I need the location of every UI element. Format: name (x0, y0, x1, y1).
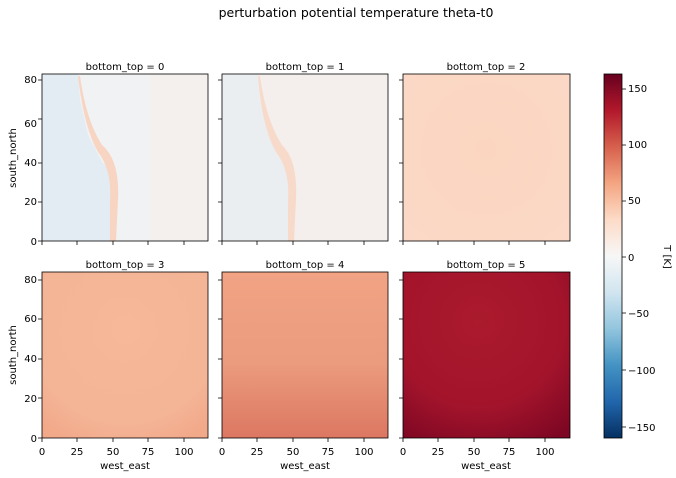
colorbar-tick-label: −150 (628, 423, 655, 434)
colorbar-tick-marks (622, 88, 626, 428)
heatmap-field (42, 272, 208, 438)
xtick-label: 25 (432, 447, 445, 458)
panel-frame (41, 73, 209, 242)
heatmap-field (403, 74, 570, 241)
xtick-labels: 0 25 50 75 100 (219, 447, 374, 458)
xtick-label: 25 (71, 447, 84, 458)
tick-marks (38, 79, 546, 442)
panel-frame (402, 73, 571, 242)
x-axis-label: west_east (280, 461, 330, 472)
colorbar-tick-label: 150 (628, 84, 647, 95)
xtick-label: 75 (503, 447, 516, 458)
panel-0: bottom_top = 0 80 60 40 20 0 south_north (8, 62, 209, 248)
panel-frame (41, 271, 209, 439)
xtick-labels: 0 25 50 75 100 (400, 447, 555, 458)
xtick-label: 0 (219, 447, 225, 458)
xtick-label: 75 (322, 447, 335, 458)
xtick-label: 100 (174, 447, 193, 458)
panel-3: bottom_top = 3 80 60 40 20 0 0 25 50 75 … (8, 260, 209, 472)
ytick-label: 20 (24, 197, 37, 208)
xtick-label: 75 (142, 447, 155, 458)
ytick-label: 0 (31, 237, 37, 248)
x-axis-label: west_east (461, 461, 511, 472)
ytick-label: 20 (24, 394, 37, 405)
panel-1: bottom_top = 1 (221, 62, 389, 242)
panel-frame (221, 271, 389, 439)
xtick-label: 100 (354, 447, 373, 458)
colorbar-tick-labels: 150 100 50 0 −50 −100 −150 (628, 84, 655, 434)
xtick-marks-row2 (41, 438, 546, 442)
xtick-label: 0 (400, 447, 406, 458)
panel-title: bottom_top = 0 (86, 62, 165, 73)
panel-5: bottom_top = 5 0 25 50 75 100 west_east (400, 260, 571, 472)
colorbar-tick-label: 0 (628, 253, 634, 264)
y-axis-label: south_north (8, 128, 19, 188)
panel-title: bottom_top = 1 (266, 62, 345, 73)
ytick-marks-row1 (38, 79, 403, 242)
heatmap-warm-ridge (78, 76, 119, 241)
ytick-marks-row2 (38, 279, 403, 439)
heatmap-field (222, 272, 388, 438)
panel-4: bottom_top = 4 0 25 50 75 100 west_east (219, 260, 389, 472)
panel-title: bottom_top = 2 (447, 62, 526, 73)
colorbar-tick-label: −50 (628, 309, 649, 320)
heatmap-field (403, 272, 570, 438)
ytick-label: 60 (24, 314, 37, 325)
colorbar-tick-label: 50 (628, 196, 641, 207)
xtick-label: 50 (468, 447, 481, 458)
ytick-label: 80 (24, 75, 37, 86)
xtick-label: 50 (107, 447, 120, 458)
xtick-label: 25 (251, 447, 264, 458)
heatmap-overlay (150, 74, 208, 241)
xtick-label: 100 (535, 447, 554, 458)
panel-title: bottom_top = 4 (266, 260, 345, 271)
heatmap-cold-region (222, 74, 292, 241)
panel-frame (402, 271, 571, 439)
xtick-label: 50 (287, 447, 300, 458)
heatmap-cold-region (42, 74, 114, 241)
y-axis-label: south_north (8, 325, 19, 385)
x-axis-label: west_east (100, 461, 150, 472)
figure-suptitle: perturbation potential temperature theta… (219, 5, 494, 20)
ytick-labels: 80 60 40 20 0 (24, 75, 37, 248)
panel-title: bottom_top = 3 (86, 260, 165, 271)
colorbar-label: T [K] (661, 244, 672, 269)
ytick-label: 80 (24, 275, 37, 286)
colorbar-tick-label: 100 (628, 140, 647, 151)
ytick-label: 60 (24, 119, 37, 130)
colorbar: 150 100 50 0 −50 −100 −150 T [K] (603, 73, 672, 439)
ytick-label: 0 (31, 434, 37, 445)
colorbar-tick-label: −100 (628, 366, 655, 377)
xtick-labels: 0 25 50 75 100 (39, 447, 194, 458)
xtick-marks-row1 (41, 241, 546, 245)
ytick-labels: 80 60 40 20 0 (24, 275, 37, 445)
colorbar-gradient (603, 73, 623, 439)
heatmap-warm-ridge (258, 76, 297, 241)
panel-frame (221, 73, 389, 242)
panel-2: bottom_top = 2 (402, 62, 571, 242)
ytick-label: 40 (24, 354, 37, 365)
panel-title: bottom_top = 5 (447, 260, 526, 271)
xtick-label: 0 (39, 447, 45, 458)
ytick-label: 40 (24, 158, 37, 169)
